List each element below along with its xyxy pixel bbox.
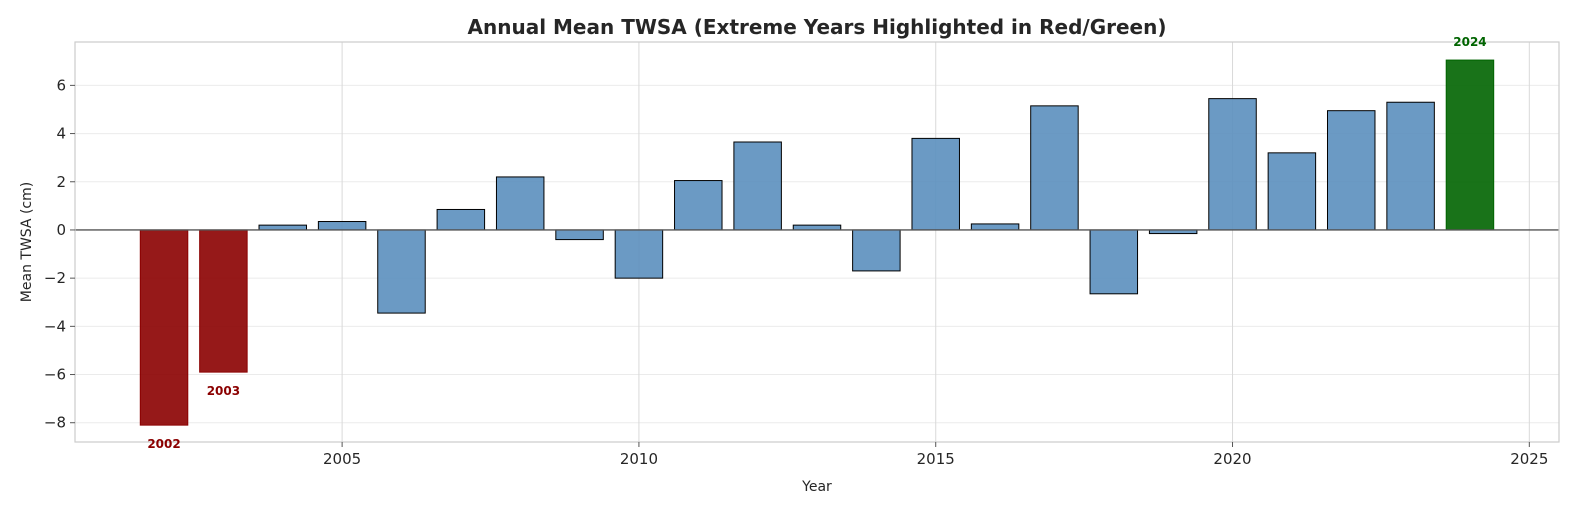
x-tick-label: 2025 xyxy=(1510,450,1548,468)
bars-group xyxy=(139,59,1495,426)
bar-2014 xyxy=(852,229,901,272)
y-tick-label: 4 xyxy=(56,125,66,143)
x-axis-label: Year xyxy=(801,479,832,495)
bar-2015 xyxy=(911,137,960,231)
bar-2013 xyxy=(792,224,842,231)
bar-label-2024: 2024 xyxy=(1453,35,1486,49)
bar-2017 xyxy=(1030,105,1079,231)
bar-2024 xyxy=(1445,59,1495,231)
bar-2021 xyxy=(1267,152,1317,231)
x-tick-label: 2015 xyxy=(917,450,955,468)
y-tick-label: −2 xyxy=(44,269,66,287)
bar-2010 xyxy=(614,229,664,279)
bar-2003 xyxy=(199,229,248,373)
y-axis-label: Mean TWSA (cm) xyxy=(19,182,35,302)
bar-2022 xyxy=(1326,110,1376,231)
y-tick-label: 2 xyxy=(56,173,66,191)
extreme-year-labels: 2002 2003 2024 xyxy=(147,35,1486,451)
y-axis-ticks: −8 −6 −4 −2 0 2 4 6 xyxy=(44,76,75,432)
y-tick-label: 6 xyxy=(56,76,66,94)
bar-2023 xyxy=(1386,101,1435,231)
bar-2009 xyxy=(555,229,604,241)
x-axis-ticks: 2005 2010 2015 2020 2025 xyxy=(323,442,1548,468)
y-tick-label: −8 xyxy=(44,414,66,432)
bar-2012 xyxy=(733,141,782,231)
bar-2020 xyxy=(1208,98,1257,231)
x-tick-label: 2020 xyxy=(1213,450,1251,468)
bar-2002 xyxy=(139,229,189,426)
y-tick-label: −4 xyxy=(44,317,66,335)
x-tick-label: 2005 xyxy=(323,450,361,468)
bar-2004 xyxy=(258,224,308,231)
x-tick-label: 2010 xyxy=(620,450,658,468)
bar-label-2002: 2002 xyxy=(147,437,180,451)
y-tick-label: 0 xyxy=(56,221,66,239)
bar-2011 xyxy=(674,180,723,231)
y-tick-label: −6 xyxy=(44,366,66,384)
bar-2018 xyxy=(1089,229,1139,295)
bar-2006 xyxy=(377,229,426,314)
bar-2016 xyxy=(970,223,1020,231)
plot-frame xyxy=(74,41,1560,443)
bar-2007 xyxy=(436,208,486,231)
chart-title: Annual Mean TWSA (Extreme Years Highligh… xyxy=(468,15,1167,39)
bar-label-2003: 2003 xyxy=(207,384,240,398)
bar-2005 xyxy=(317,221,367,231)
bar-2008 xyxy=(495,176,545,231)
